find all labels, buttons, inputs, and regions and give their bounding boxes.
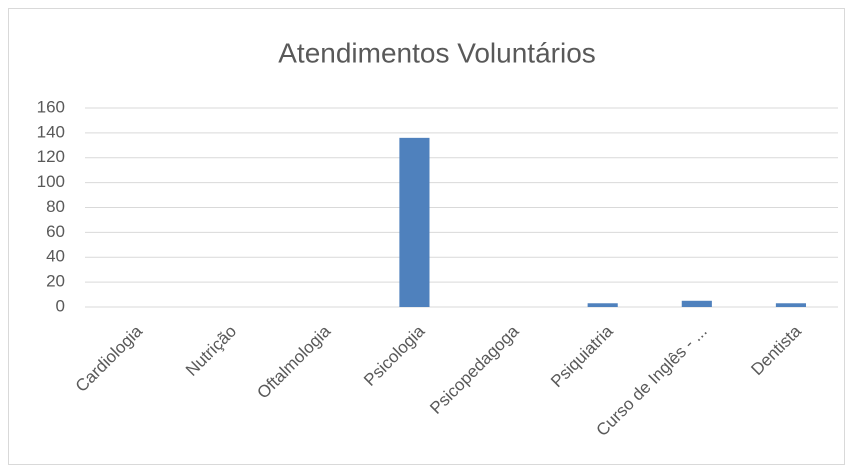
y-tick-label: 60 bbox=[46, 222, 65, 241]
y-tick-label: 100 bbox=[37, 172, 65, 191]
bar bbox=[399, 137, 430, 307]
y-tick-label: 40 bbox=[46, 247, 65, 266]
y-tick-label: 20 bbox=[46, 272, 65, 291]
y-tick-label: 80 bbox=[46, 197, 65, 216]
chart-title: Atendimentos Voluntários bbox=[278, 37, 596, 68]
bar bbox=[775, 303, 806, 307]
y-tick-label: 120 bbox=[37, 147, 65, 166]
y-tick-label: 160 bbox=[37, 97, 65, 116]
bar bbox=[587, 303, 618, 307]
y-tick-label: 140 bbox=[37, 122, 65, 141]
y-tick-label: 0 bbox=[56, 296, 65, 315]
bar bbox=[681, 300, 712, 307]
